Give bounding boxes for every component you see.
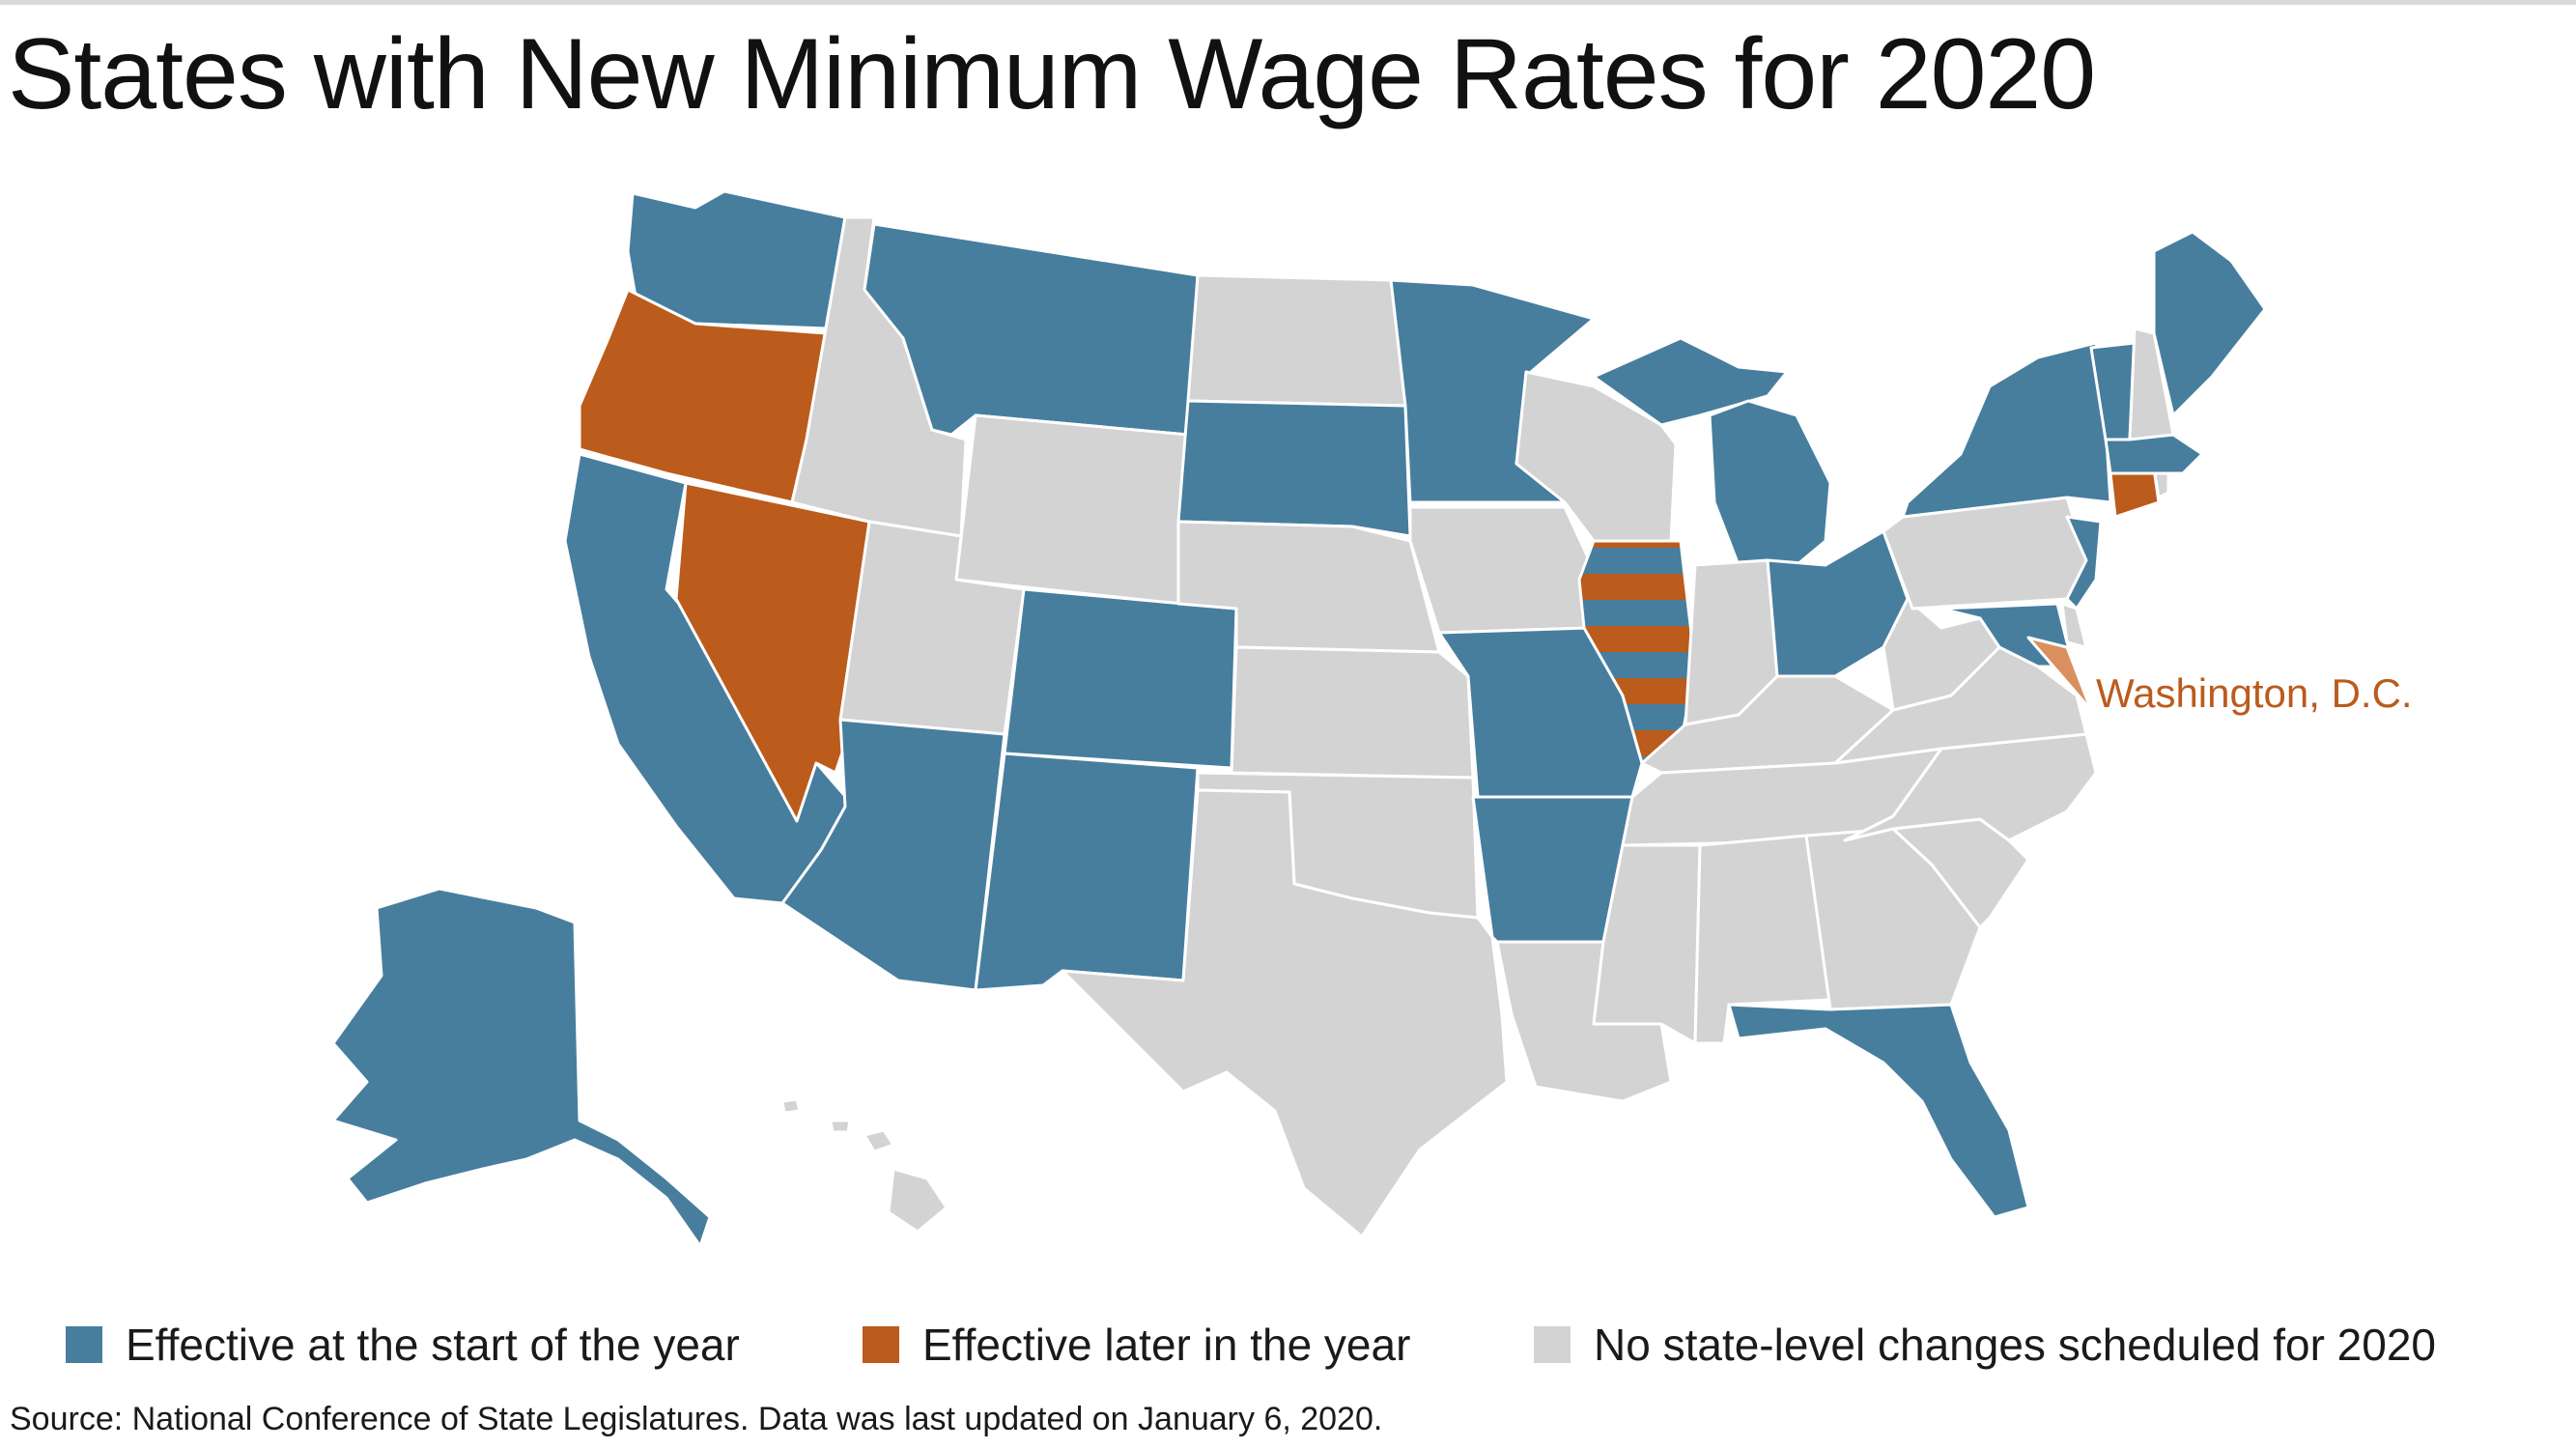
state-alaska[interactable] xyxy=(331,887,712,1248)
legend-label-start: Effective at the start of the year xyxy=(126,1320,740,1370)
state-new-mexico[interactable] xyxy=(974,752,1200,992)
state-hawaii-oahu[interactable] xyxy=(829,1119,852,1134)
state-north-dakota[interactable] xyxy=(1186,273,1407,408)
state-new-hampshire[interactable] xyxy=(2128,327,2175,441)
state-florida[interactable] xyxy=(1727,1003,2030,1219)
page-title: States with New Minimum Wage Rates for 2… xyxy=(8,18,2096,130)
state-arizona[interactable] xyxy=(780,718,1006,992)
state-wyoming[interactable] xyxy=(954,413,1190,606)
state-hawaii-kauai[interactable] xyxy=(780,1097,802,1115)
state-delaware[interactable] xyxy=(2060,602,2088,649)
top-rule xyxy=(0,0,2576,5)
state-north-carolina[interactable] xyxy=(1843,732,2098,842)
legend-swatch-none xyxy=(1534,1326,1571,1363)
legend-item-none: No state-level changes scheduled for 202… xyxy=(1534,1319,2436,1371)
legend-label-none: No state-level changes scheduled for 202… xyxy=(1594,1320,2437,1370)
state-oregon[interactable] xyxy=(578,288,828,504)
legend-item-later: Effective later in the year xyxy=(863,1319,1410,1371)
state-washington[interactable] xyxy=(626,189,847,330)
state-new-york[interactable] xyxy=(1901,341,2112,519)
dc-callout-label: Washington, D.C. xyxy=(2096,670,2413,716)
state-hawaii-maui[interactable] xyxy=(863,1128,895,1153)
state-washington-dc[interactable] xyxy=(2026,636,2093,712)
state-maine[interactable] xyxy=(2152,230,2267,417)
state-iowa[interactable] xyxy=(1408,505,1596,635)
legend-swatch-start xyxy=(66,1326,102,1363)
legend-swatch-later xyxy=(863,1326,899,1363)
legend-label-later: Effective later in the year xyxy=(922,1320,1411,1370)
us-map xyxy=(331,189,2267,1248)
legend: Effective at the start of the year Effec… xyxy=(0,1319,2576,1377)
legend-item-start: Effective at the start of the year xyxy=(66,1319,740,1371)
state-south-dakota[interactable] xyxy=(1176,399,1412,538)
state-connecticut[interactable] xyxy=(2109,467,2161,519)
state-colorado[interactable] xyxy=(1003,587,1238,770)
state-kansas[interactable] xyxy=(1230,645,1475,780)
state-hawaii-big-island[interactable] xyxy=(887,1167,948,1234)
state-michigan-lower[interactable] xyxy=(1708,399,1832,567)
state-texas[interactable] xyxy=(1061,788,1509,1238)
source-note: Source: National Conference of State Leg… xyxy=(10,1401,1383,1437)
